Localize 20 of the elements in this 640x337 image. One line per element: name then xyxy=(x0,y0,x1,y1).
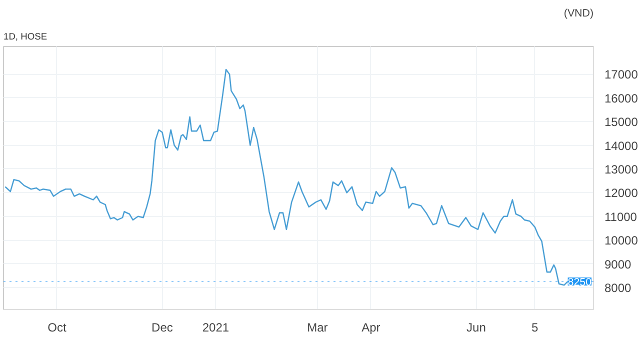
y-tick-label: 12000 xyxy=(604,186,638,200)
y-axis-title: (VND) xyxy=(564,8,594,20)
x-tick-label: Oct xyxy=(48,320,67,334)
y-tick-label: 13000 xyxy=(604,162,638,176)
x-tick-label: Mar xyxy=(307,320,328,334)
x-tick-label: 5 xyxy=(532,320,539,334)
y-tick-label: 16000 xyxy=(604,91,638,106)
y-tick-label: 15000 xyxy=(604,115,638,130)
x-tick-label: 2021 xyxy=(202,320,230,334)
x-tick-label: Dec xyxy=(152,320,173,334)
y-tick-label: 17000 xyxy=(604,68,638,82)
ref-line-label: 8250 xyxy=(568,276,592,289)
y-tick-label: 9000 xyxy=(604,257,632,272)
x-tick-label: Apr xyxy=(362,320,380,334)
x-tick-label: Jun xyxy=(466,320,486,334)
chart-title: 1D, HOSE xyxy=(4,32,48,42)
y-tick-label: 14000 xyxy=(604,138,638,153)
y-tick-label: 8000 xyxy=(604,280,632,295)
y-tick-label: 11000 xyxy=(604,210,638,224)
y-tick-label: 10000 xyxy=(604,234,638,248)
